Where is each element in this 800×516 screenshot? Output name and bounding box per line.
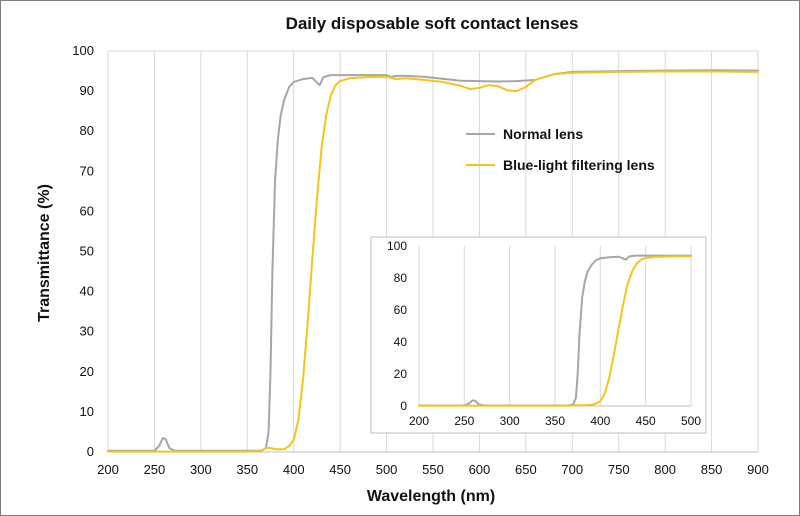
main-x-tick-250: 250 (144, 462, 166, 477)
y-axis-label: Transmittance (%) (36, 184, 53, 322)
inset-chart: 0 20 40 60 80 100 200 250 300 350 400 450 500 (370, 236, 707, 434)
inset-x-tick-200: 200 (409, 414, 429, 428)
main-x-tick-750: 750 (608, 462, 630, 477)
main-x-tick-400: 400 (283, 462, 305, 477)
x-axis-label: Wavelength (nm) (367, 488, 495, 505)
main-y-tick-70: 70 (80, 163, 94, 178)
main-y-tick-50: 50 (80, 244, 94, 259)
inset-frame (370, 236, 707, 434)
inset-y-tick-100: 100 (387, 239, 407, 253)
inset-y-tick-labels: 0 20 40 60 80 100 (387, 239, 407, 413)
main-y-tick-30: 30 (80, 324, 94, 339)
main-y-tick-labels: 0 10 20 30 40 50 60 70 80 90 100 (72, 43, 94, 459)
main-x-tick-850: 850 (701, 462, 723, 477)
main-x-tick-300: 300 (190, 462, 212, 477)
inset-gridlines (418, 246, 692, 406)
inset-x-tick-350: 350 (545, 414, 565, 428)
inset-x-tick-labels: 200 250 300 350 400 450 500 (409, 414, 701, 428)
main-x-tick-labels: 200 250 300 350 400 450 500 550 600 650 700 750 800 8… (97, 462, 769, 477)
main-series-group (107, 69, 759, 453)
inset-x-tick-450: 450 (636, 414, 656, 428)
main-y-tick-40: 40 (80, 284, 94, 299)
main-y-tick-0: 0 (87, 444, 94, 459)
main-x-tick-350: 350 (236, 462, 258, 477)
main-y-tick-80: 80 (80, 123, 94, 138)
inset-y-tick-0: 0 (400, 399, 407, 413)
inset-series-line-0 (418, 254, 692, 407)
main-y-tick-20: 20 (80, 364, 94, 379)
main-y-tick-10: 10 (80, 404, 94, 419)
legend: Normal lens Blue-light filtering lens (466, 126, 655, 173)
main-x-tick-700: 700 (561, 462, 583, 477)
inset-y-tick-60: 60 (394, 303, 408, 317)
inset-x-tick-300: 300 (500, 414, 520, 428)
inset-series-line-1 (418, 255, 692, 407)
main-x-tick-550: 550 (422, 462, 444, 477)
inset-y-tick-20: 20 (394, 367, 408, 381)
main-x-tick-450: 450 (329, 462, 351, 477)
legend-label-normal-lens: Normal lens (503, 126, 583, 142)
inset-y-tick-80: 80 (394, 271, 408, 285)
main-x-tick-500: 500 (376, 462, 398, 477)
main-x-tick-200: 200 (97, 462, 119, 477)
main-x-tick-800: 800 (654, 462, 676, 477)
main-y-tick-90: 90 (80, 83, 94, 98)
main-series-line-1 (107, 70, 759, 453)
main-x-tick-900: 900 (747, 462, 769, 477)
inset-x-tick-250: 250 (454, 414, 474, 428)
chart-title: Daily disposable soft contact lenses (286, 14, 579, 33)
main-y-tick-60: 60 (80, 203, 94, 218)
main-y-tick-100: 100 (72, 43, 94, 58)
inset-y-tick-40: 40 (394, 335, 408, 349)
inset-x-tick-400: 400 (590, 414, 610, 428)
inset-x-tick-500: 500 (681, 414, 701, 428)
legend-label-blue-light-lens: Blue-light filtering lens (503, 157, 655, 173)
inset-series-group (418, 254, 692, 407)
main-x-tick-650: 650 (515, 462, 537, 477)
main-x-tick-600: 600 (469, 462, 491, 477)
